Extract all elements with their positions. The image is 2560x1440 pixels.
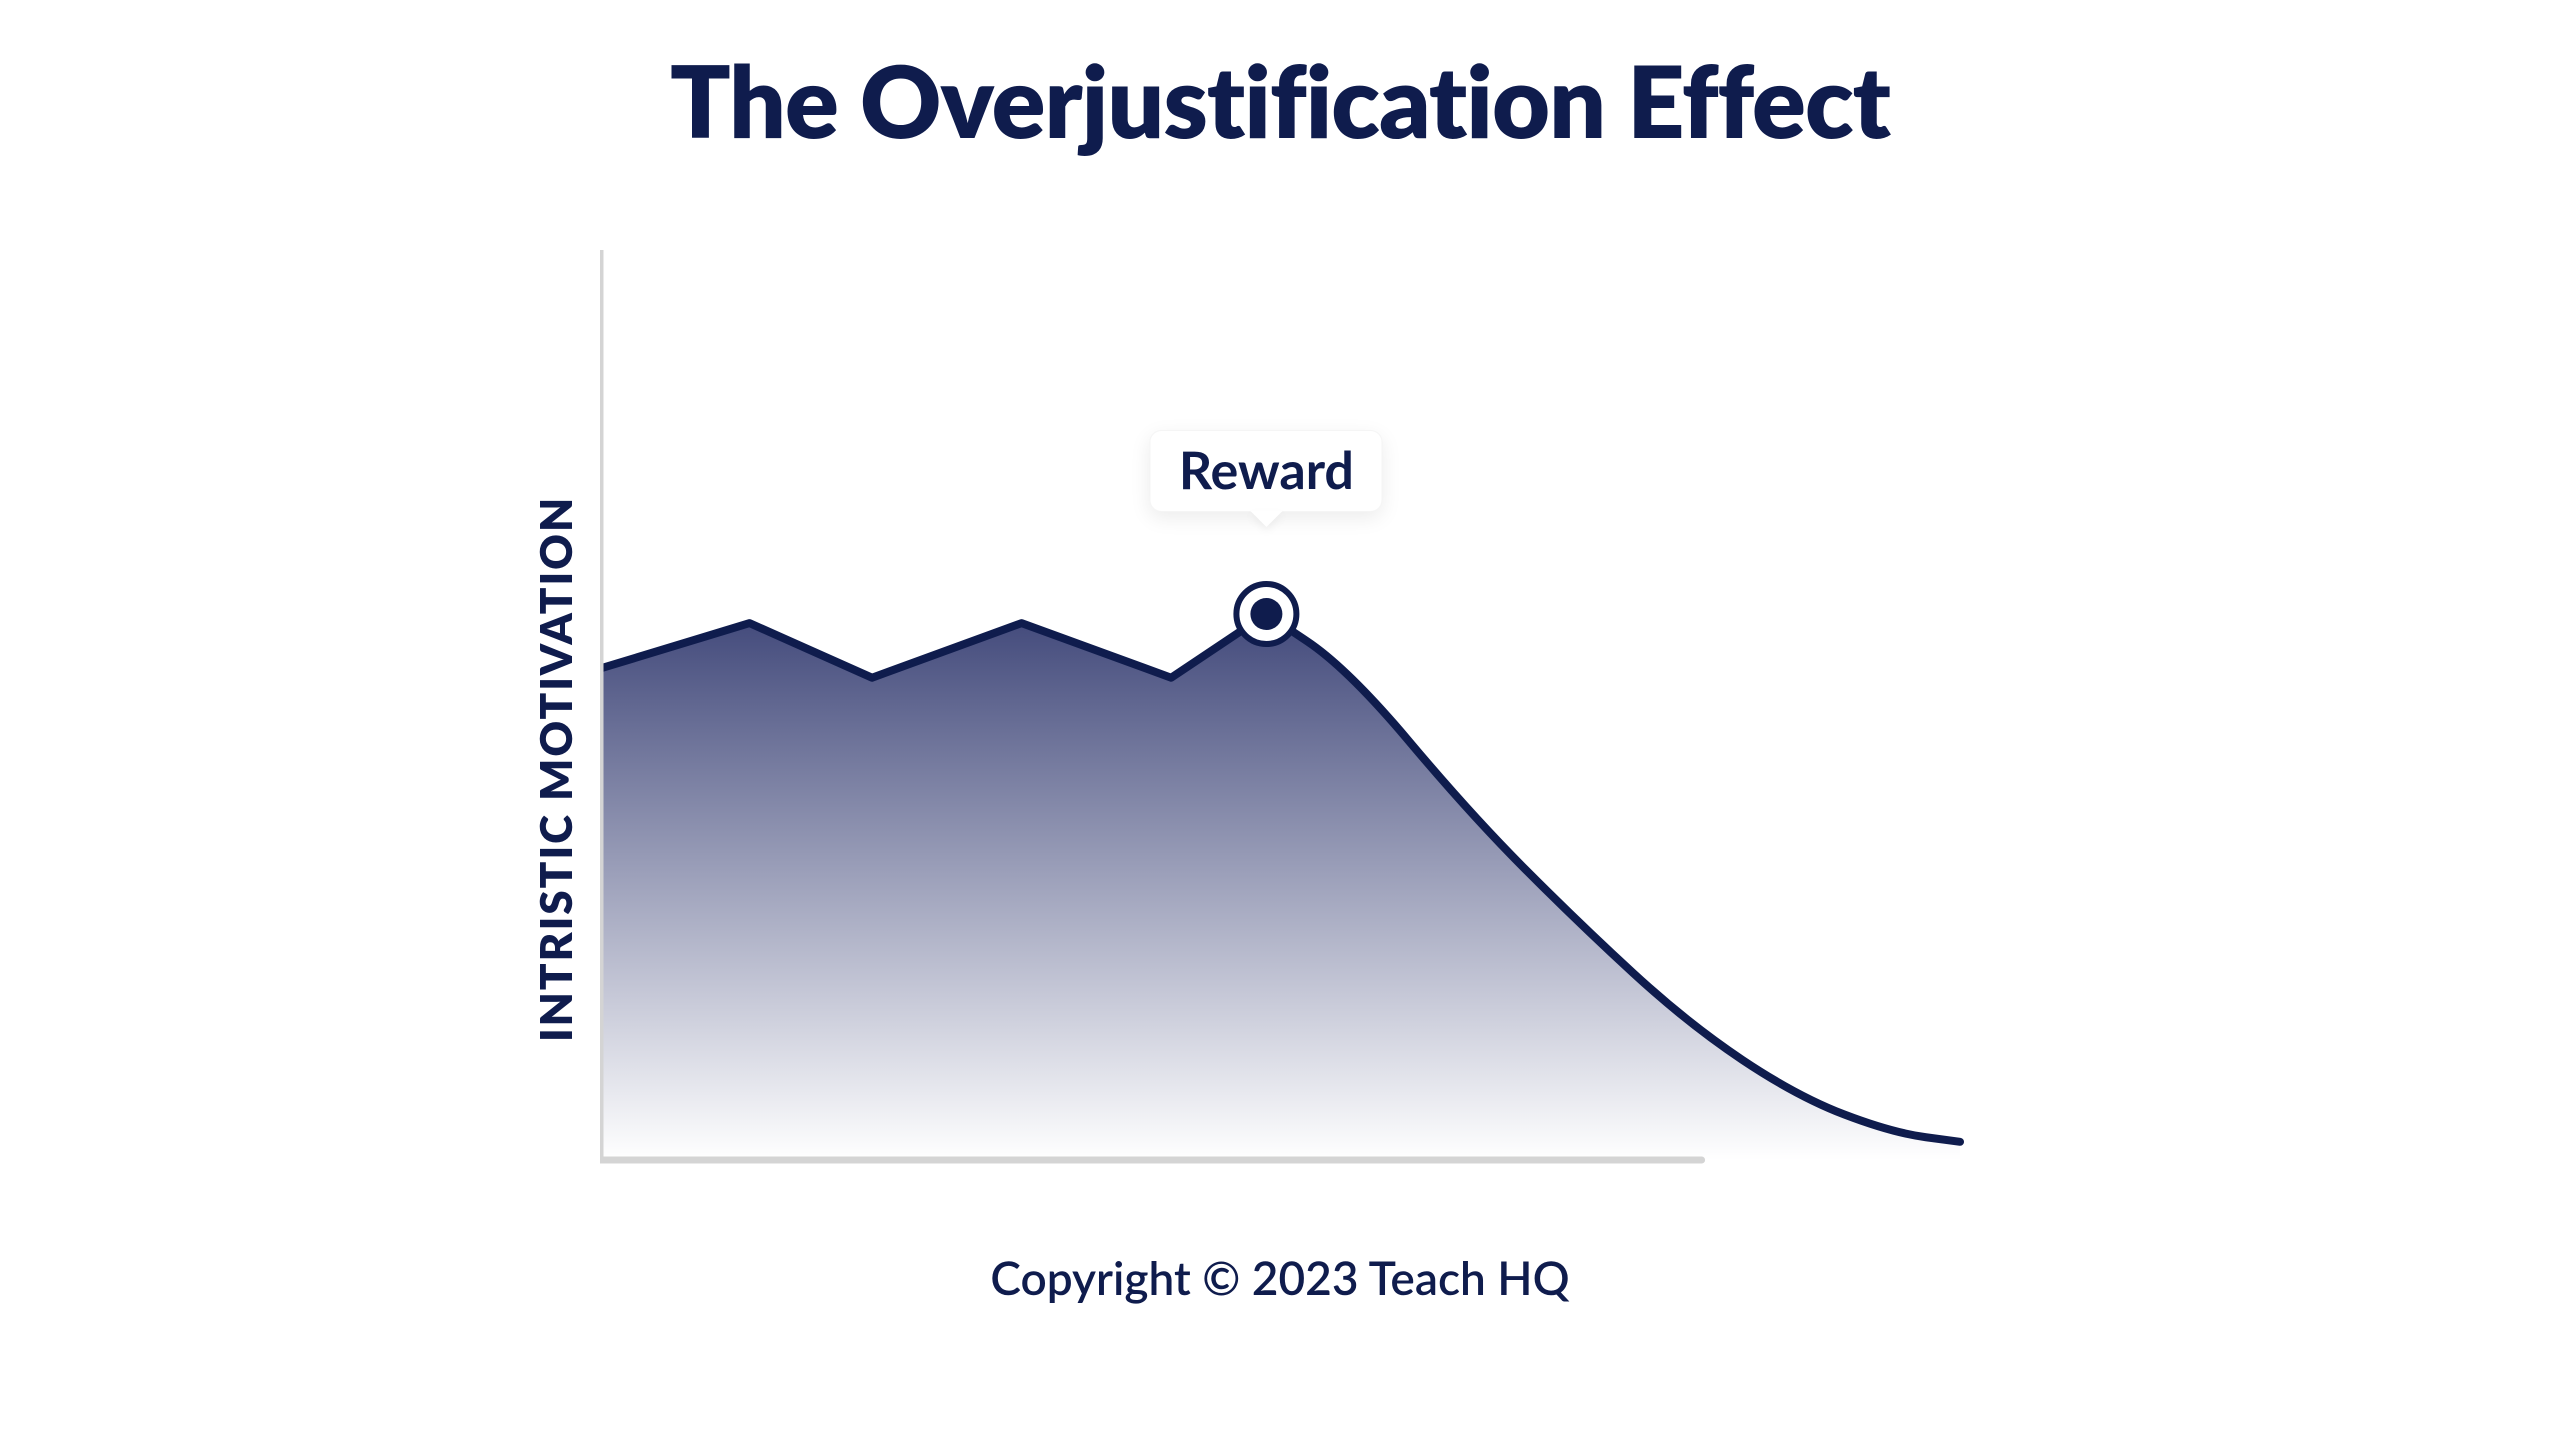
y-axis-label: INTRISTIC MOTIVATION (530, 495, 582, 1041)
copyright-footer: Copyright © 2023 Teach HQ (0, 1250, 2560, 1305)
overjustification-chart (600, 250, 2000, 1200)
reward-marker (1236, 584, 1296, 644)
reward-callout: Reward (1150, 430, 1383, 512)
chart-title: The Overjustification Effect (0, 40, 2560, 160)
area-fill (600, 614, 1960, 1160)
reward-label: Reward (1179, 439, 1354, 501)
